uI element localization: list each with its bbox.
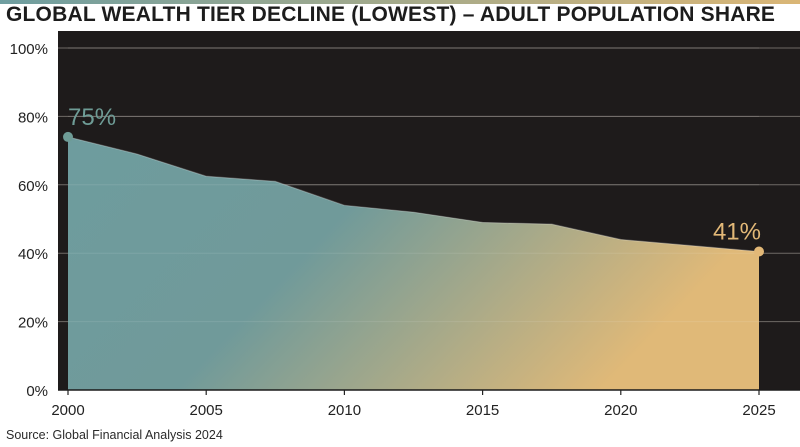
x-tick-label-2000: 2000 xyxy=(51,402,84,419)
x-tick-label-2005: 2005 xyxy=(190,402,223,419)
x-tick-label-2020: 2020 xyxy=(604,402,637,419)
x-tick-label-2015: 2015 xyxy=(466,402,499,419)
annotation-label-2000: 75% xyxy=(68,104,116,131)
y-tick-label-20: 20% xyxy=(18,315,48,332)
y-tick-label-80: 80% xyxy=(18,109,48,126)
title-accent-stripe xyxy=(0,0,800,4)
endpoint-marker-2000 xyxy=(63,131,73,142)
y-tick-label-100: 100% xyxy=(10,41,48,58)
y-tick-label-60: 60% xyxy=(18,178,48,195)
area-fill xyxy=(68,136,759,390)
series-line xyxy=(67,136,760,253)
annotation-label-2025: 41% xyxy=(713,218,761,245)
endpoint-marker-2025 xyxy=(754,246,764,257)
y-tick-label-0: 0% xyxy=(26,383,48,400)
chart-title: GLOBAL WEALTH TIER DECLINE (LOWEST) – AD… xyxy=(6,3,776,26)
y-tick-label-40: 40% xyxy=(18,246,48,263)
x-tick-label-2025: 2025 xyxy=(742,402,775,419)
x-tick-label-2010: 2010 xyxy=(328,402,361,419)
source-note: Source: Global Financial Analysis 2024 xyxy=(6,428,223,442)
